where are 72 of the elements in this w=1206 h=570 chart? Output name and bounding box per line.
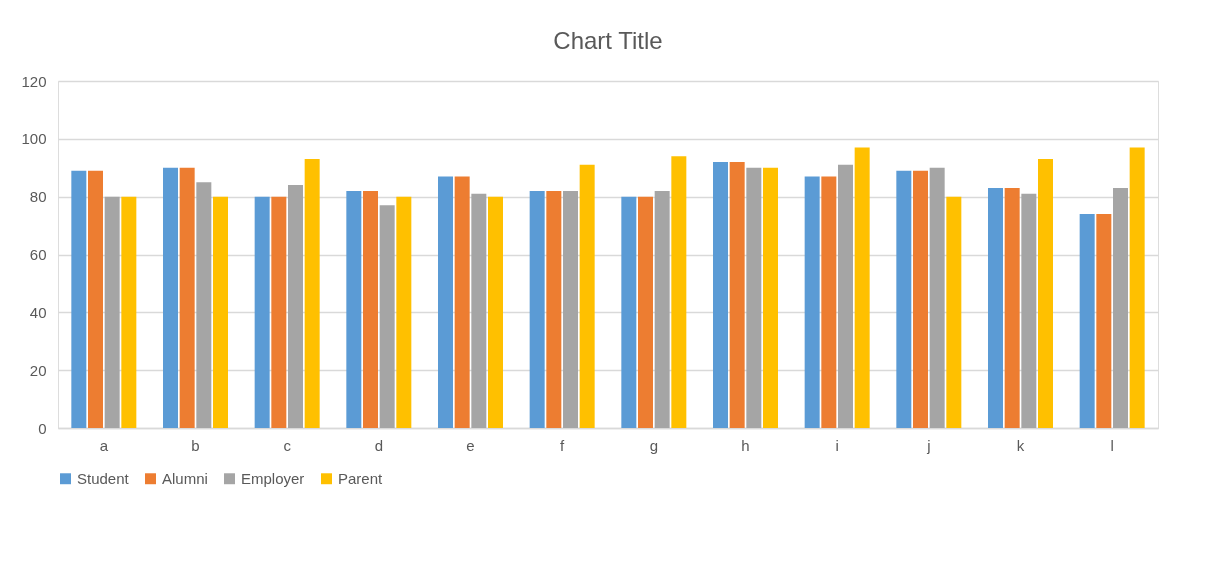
bar xyxy=(104,196,120,428)
bar xyxy=(804,176,820,428)
y-tick-label: 80 xyxy=(29,188,47,206)
bar xyxy=(121,196,137,428)
y-tick-label: 0 xyxy=(38,419,47,437)
bar xyxy=(746,167,762,428)
bar xyxy=(1038,159,1053,428)
bar xyxy=(163,167,178,428)
bar xyxy=(546,190,562,428)
bar xyxy=(288,185,303,428)
bar xyxy=(854,147,870,428)
bar xyxy=(929,167,945,428)
bar xyxy=(896,170,912,428)
legend-label: Alumni xyxy=(162,469,208,487)
bar xyxy=(304,159,320,428)
bar xyxy=(529,190,545,428)
bar xyxy=(1096,214,1112,428)
x-tick-label: a xyxy=(99,436,109,454)
bar xyxy=(563,190,578,428)
bar xyxy=(88,170,103,428)
bar xyxy=(1079,214,1095,428)
bar xyxy=(1021,193,1037,428)
y-tick-label: 120 xyxy=(21,72,47,90)
x-tick-label: e xyxy=(466,436,475,454)
bar xyxy=(396,196,412,428)
bar xyxy=(763,167,778,428)
x-tick-label: i xyxy=(835,436,839,454)
chart-title: Chart Title xyxy=(553,27,663,54)
x-tick-label: h xyxy=(741,436,750,454)
x-tick-label: g xyxy=(649,436,659,454)
bar xyxy=(671,156,687,428)
bar xyxy=(379,205,395,428)
y-tick-label: 20 xyxy=(29,361,47,379)
bar xyxy=(988,187,1003,428)
x-tick-label: d xyxy=(374,436,384,454)
x-tick-label: f xyxy=(560,436,566,454)
bar xyxy=(654,190,670,428)
bar xyxy=(488,196,503,428)
bar xyxy=(454,176,470,428)
bar xyxy=(621,196,637,428)
bar xyxy=(346,190,362,428)
x-tick-label: l xyxy=(1110,436,1114,454)
bar xyxy=(179,167,195,428)
bar xyxy=(1129,147,1145,428)
bar xyxy=(729,161,745,428)
bar xyxy=(638,196,653,428)
bar xyxy=(579,164,595,428)
bar xyxy=(821,176,837,428)
bar xyxy=(1113,187,1128,428)
y-tick-label: 60 xyxy=(29,246,47,263)
bar xyxy=(713,161,728,428)
x-tick-label: k xyxy=(1016,436,1025,454)
bar xyxy=(838,164,853,428)
bar xyxy=(271,196,287,428)
y-tick-label: 100 xyxy=(21,130,47,148)
bar xyxy=(471,193,487,428)
y-tick-label: 40 xyxy=(29,303,47,321)
legend-label: Parent xyxy=(338,469,384,487)
legend-label: Employer xyxy=(241,469,305,487)
bar xyxy=(438,176,453,428)
bar xyxy=(1004,187,1020,428)
x-tick-label: c xyxy=(283,436,292,454)
bar xyxy=(71,170,87,428)
x-tick-label: b xyxy=(191,436,200,454)
x-tick-label: j xyxy=(926,436,931,454)
bar xyxy=(363,190,378,428)
legend-label: Student xyxy=(77,469,130,487)
bar xyxy=(254,196,270,428)
bar xyxy=(913,170,928,428)
bar xyxy=(196,182,212,428)
bar xyxy=(946,196,962,428)
bar xyxy=(213,196,228,428)
